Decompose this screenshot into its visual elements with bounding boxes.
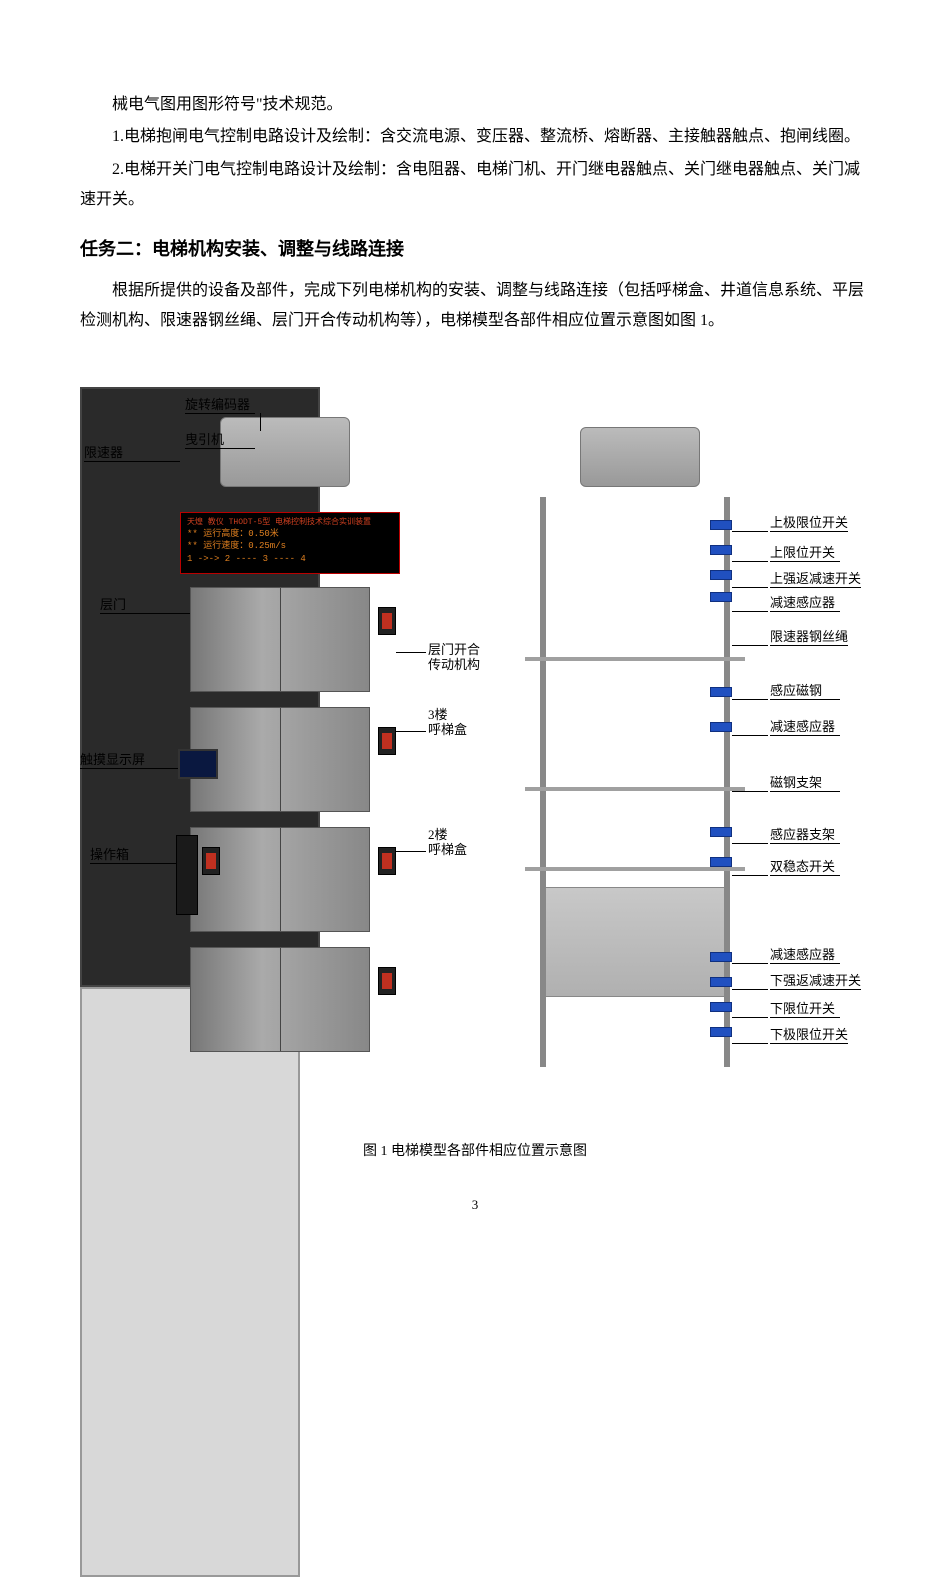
sensor-7: [710, 722, 732, 732]
led-line-1: ** 运行高度：0.50米: [187, 528, 393, 541]
label-r11: 减速感应器: [770, 947, 840, 965]
label-call-3-1: 3楼: [428, 707, 448, 722]
sensor-11: [710, 952, 732, 962]
shaft-car-icon: [545, 887, 725, 997]
label-call-3: 3楼 呼梯盒: [428, 707, 467, 738]
tractor-motor-icon: [220, 417, 350, 487]
label-r12: 下强返减速开关: [770, 973, 861, 991]
sensor-1: [710, 520, 732, 530]
label-door-mech: 层门开合 传动机构: [428, 642, 480, 673]
inner-btn-2: [202, 847, 220, 875]
paragraph-task2: 根据所提供的设备及部件，完成下列电梯机构的安装、调整与线路连接（包括呼梯盒、井道…: [80, 276, 870, 337]
paragraph-item-1: 1.电梯抱闸电气控制电路设计及绘制：含交流电源、变压器、整流桥、熔断器、主接触器…: [80, 122, 870, 152]
led-brand-line: 天煌 教仪 THODT-5型 电梯控制技术综合实训装置: [187, 517, 393, 528]
shaft-motor-icon: [580, 427, 700, 487]
label-r6: 感应磁钢: [770, 683, 840, 701]
sensor-4: [710, 592, 732, 602]
sensor-6: [710, 687, 732, 697]
label-call-2-1: 2楼: [428, 827, 448, 842]
led-line-3: 1 ->-> 2 ---- 3 ---- 4: [187, 553, 393, 566]
label-call-2: 2楼 呼梯盒: [428, 827, 467, 858]
label-r9: 感应器支架: [770, 827, 840, 845]
shaft-cross-2: [525, 787, 745, 791]
label-r4: 减速感应器: [770, 595, 840, 613]
sensor-14: [710, 1027, 732, 1037]
floor-door-1: [190, 947, 370, 1052]
call-button-1: [378, 967, 396, 995]
label-encoder: 旋转编码器: [185, 397, 255, 415]
paragraph-item-2: 2.电梯开关门电气控制电路设计及绘制：含电阻器、电梯门机、开门继电器触点、关门继…: [80, 155, 870, 216]
sensor-2: [710, 545, 732, 555]
sensor-12: [710, 977, 732, 987]
label-r1: 上极限位开关: [770, 515, 848, 533]
label-door-mech-2: 传动机构: [428, 657, 480, 673]
label-r10: 双稳态开关: [770, 859, 840, 877]
label-touchscreen: 触摸显示屏: [80, 752, 150, 770]
label-opbox: 操作箱: [90, 847, 160, 865]
sensor-9: [710, 827, 732, 837]
figure-1-diagram: 天煌 教仪 THODT-5型 电梯控制技术综合实训装置 ** 运行高度：0.50…: [80, 387, 870, 1127]
label-door: 层门: [100, 597, 170, 615]
label-call-3-2: 呼梯盒: [428, 722, 467, 738]
label-r13: 下限位开关: [770, 1001, 840, 1019]
label-governor: 限速器: [84, 445, 154, 463]
operation-box-left: [176, 835, 198, 915]
paragraph-intro: 械电气图用图形符号"技术规范。: [80, 90, 870, 120]
touchscreen-icon: [178, 749, 218, 779]
label-r14: 下极限位开关: [770, 1027, 848, 1045]
label-r3: 上强返减速开关: [770, 571, 861, 589]
led-line-2: ** 运行速度：0.25m/s: [187, 540, 393, 553]
label-r8: 磁钢支架: [770, 775, 840, 793]
sensor-10: [710, 857, 732, 867]
label-r5: 限速器钢丝绳: [770, 629, 848, 647]
shaft-cross-1: [525, 657, 745, 661]
call-button-2: [378, 847, 396, 875]
floor-door-4: [190, 587, 370, 692]
task-2-heading: 任务二：电梯机构安装、调整与线路连接: [80, 232, 870, 266]
call-button-3: [378, 727, 396, 755]
label-call-2-2: 呼梯盒: [428, 842, 467, 858]
elevator-shaft-cabinet: [80, 987, 300, 1577]
floor-door-2: [190, 827, 370, 932]
label-door-mech-1: 层门开合: [428, 642, 480, 657]
label-tractor: 曳引机: [185, 432, 255, 450]
label-r2: 上限位开关: [770, 545, 840, 563]
sensor-3: [710, 570, 732, 580]
sensor-13: [710, 1002, 732, 1012]
label-r7: 减速感应器: [770, 719, 840, 737]
led-display-panel: 天煌 教仪 THODT-5型 电梯控制技术综合实训装置 ** 运行高度：0.50…: [180, 512, 400, 574]
call-button-4: [378, 607, 396, 635]
shaft-cross-3: [525, 867, 745, 871]
